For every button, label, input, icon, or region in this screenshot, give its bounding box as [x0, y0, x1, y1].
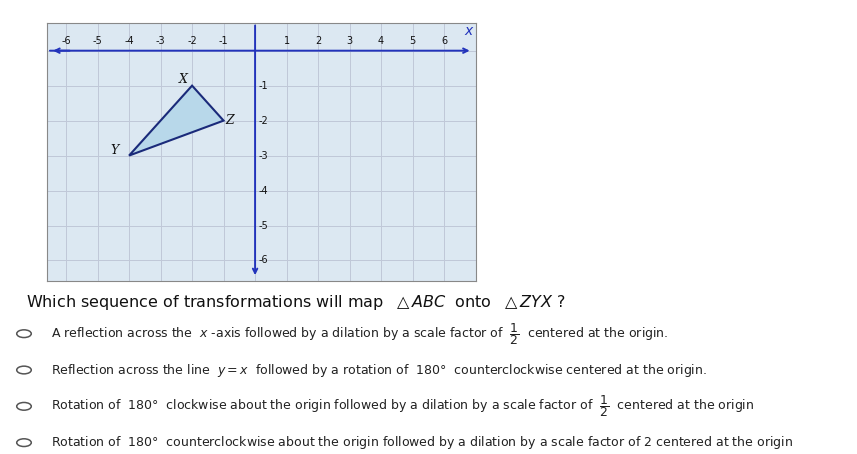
Text: Which sequence of transformations will map  $\triangle ABC$  onto  $\triangle ZY: Which sequence of transformations will m…: [26, 293, 566, 312]
Text: -1: -1: [219, 36, 228, 46]
Text: 2: 2: [315, 36, 321, 46]
Text: -6: -6: [61, 36, 71, 46]
Text: -3: -3: [259, 151, 268, 161]
Text: 1: 1: [284, 36, 290, 46]
Text: -5: -5: [93, 36, 103, 46]
Text: -2: -2: [259, 116, 268, 126]
Text: X: X: [179, 73, 188, 86]
Text: 4: 4: [378, 36, 384, 46]
Text: 6: 6: [441, 36, 447, 46]
Text: -6: -6: [259, 256, 268, 266]
Text: Rotation of  $180°$  clockwise about the origin followed by a dilation by a scal: Rotation of $180°$ clockwise about the o…: [51, 393, 755, 419]
Text: -4: -4: [124, 36, 134, 46]
Text: Z: Z: [225, 114, 234, 127]
Text: Reflection across the line  $y = x$  followed by a rotation of  $180°$  counterc: Reflection across the line $y = x$ follo…: [51, 361, 707, 379]
Text: -5: -5: [259, 221, 268, 231]
Text: -4: -4: [259, 186, 268, 196]
Text: -1: -1: [259, 81, 268, 91]
Text: Y: Y: [111, 144, 119, 157]
Polygon shape: [129, 86, 224, 156]
Text: -2: -2: [187, 36, 197, 46]
Text: A reflection across the  $x$ -axis followed by a dilation by a scale factor of  : A reflection across the $x$ -axis follow…: [51, 321, 668, 347]
Text: 3: 3: [346, 36, 353, 46]
Text: $x$: $x$: [464, 25, 475, 39]
Text: -3: -3: [156, 36, 165, 46]
Text: 5: 5: [410, 36, 416, 46]
Text: Rotation of  $180°$  counterclockwise about the origin followed by a dilation by: Rotation of $180°$ counterclockwise abou…: [51, 434, 794, 451]
